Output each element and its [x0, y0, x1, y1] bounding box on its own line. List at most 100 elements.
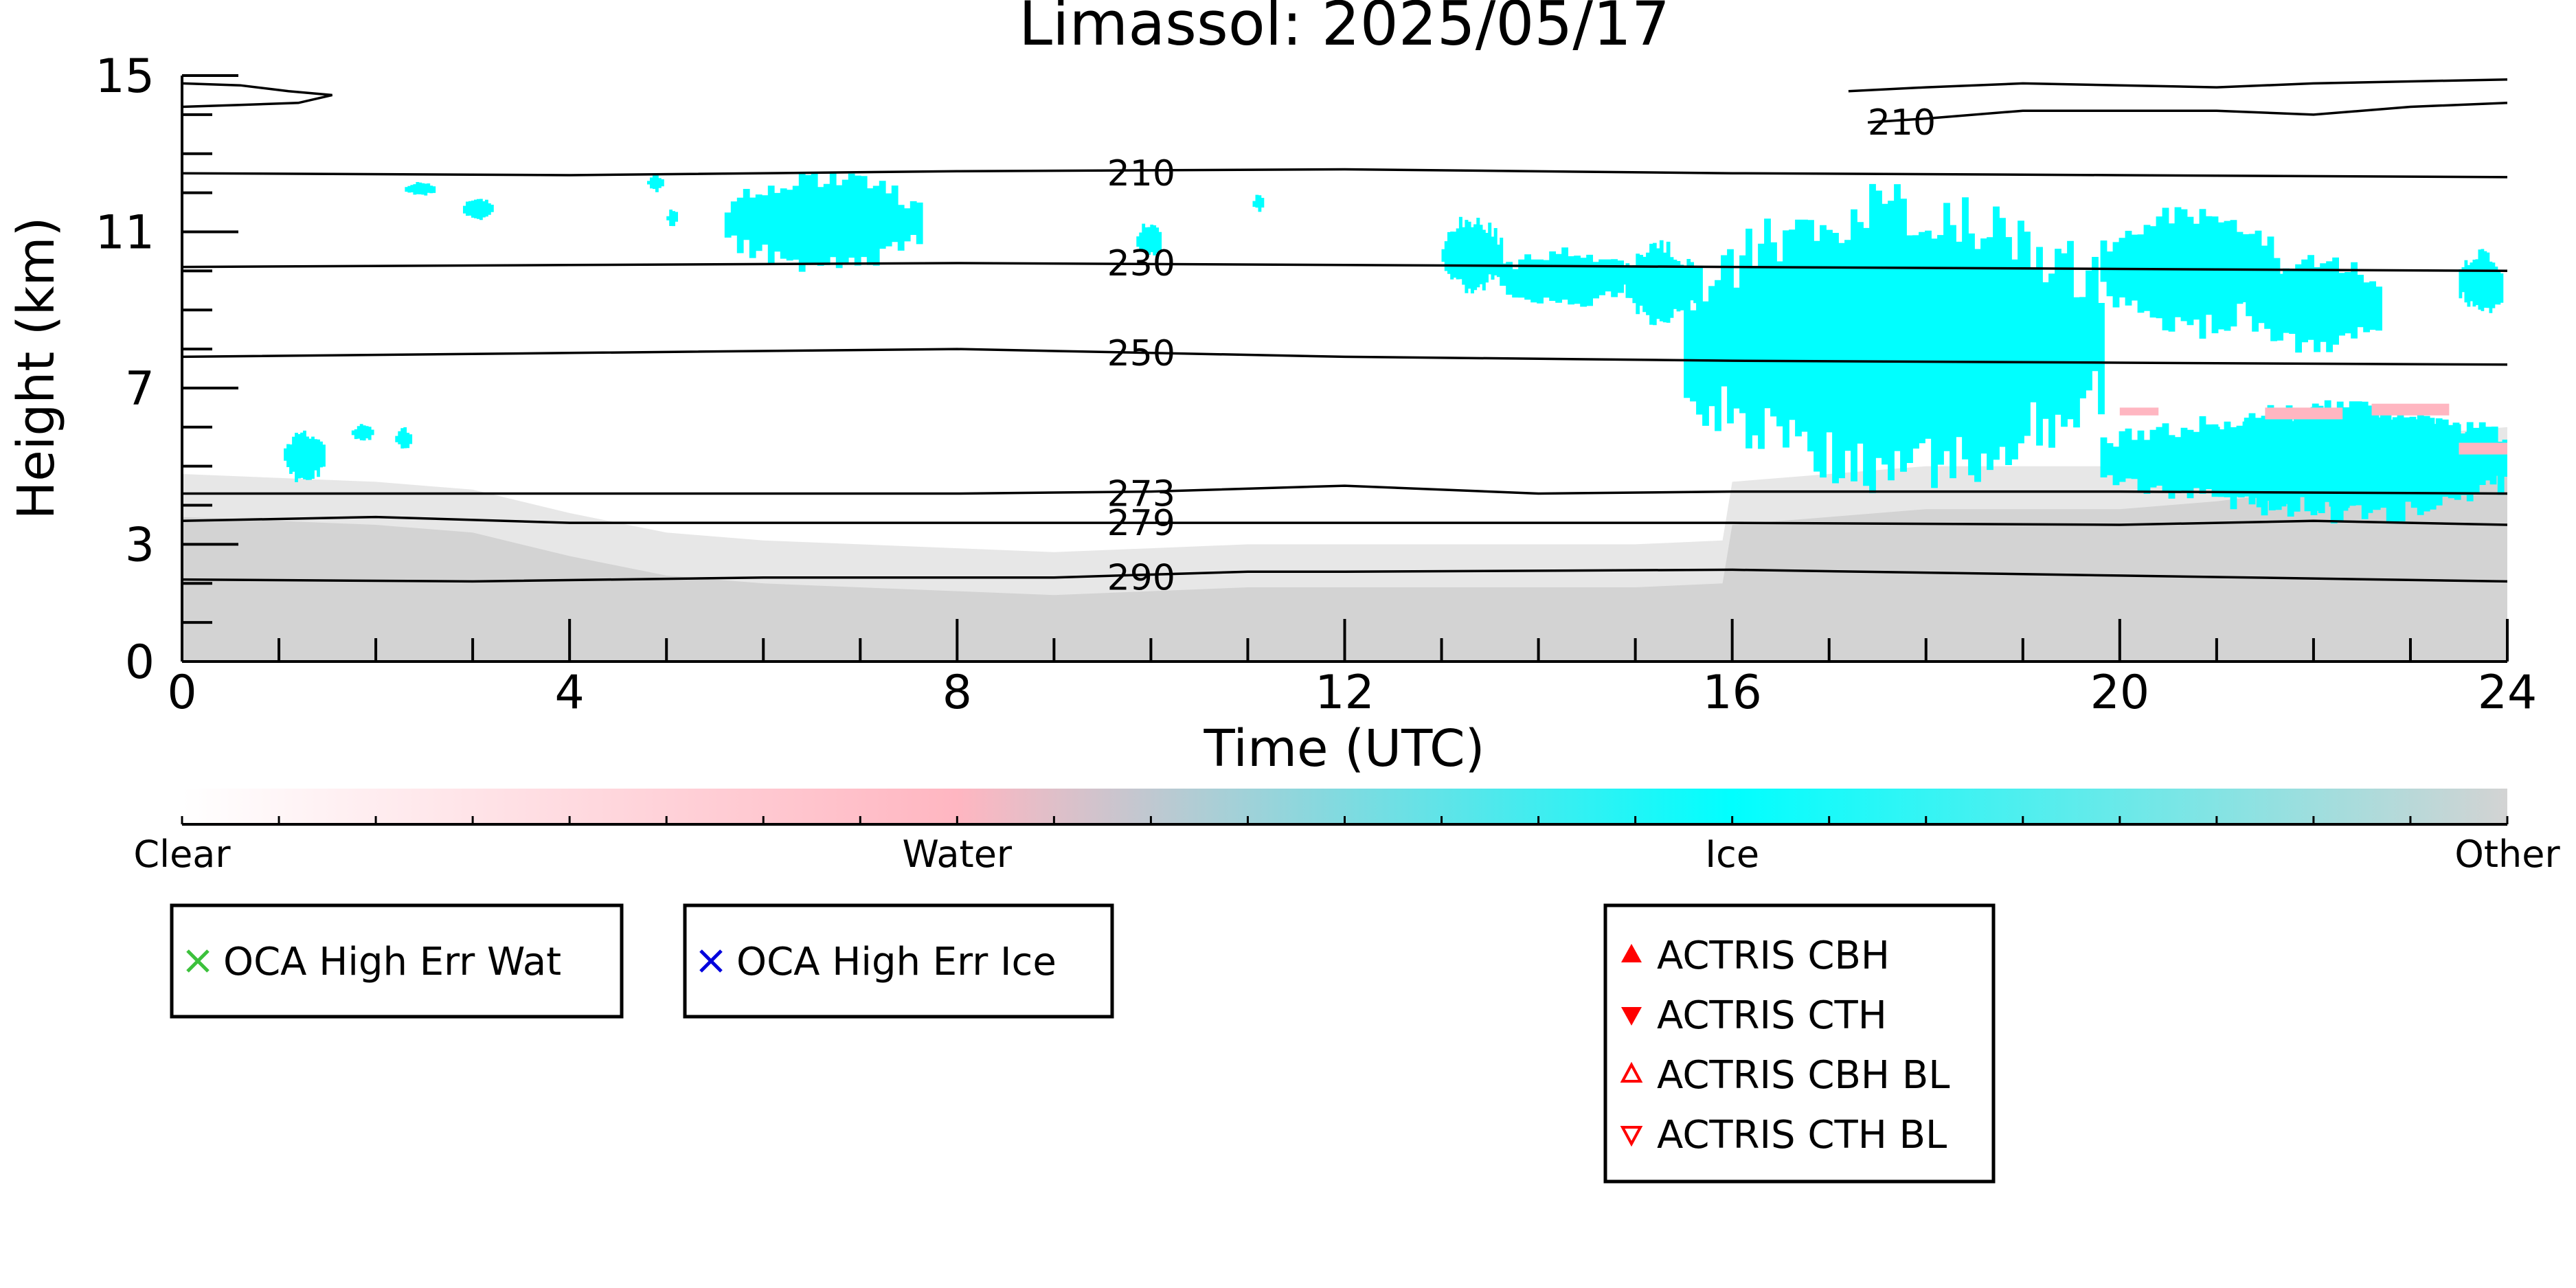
colorbar-label: Other	[2454, 833, 2560, 876]
chart-title: Limassol: 2025/05/17	[1019, 0, 1670, 59]
ice-cloud-streaks	[395, 427, 413, 449]
y-tick-label: 15	[95, 49, 155, 104]
ice-cloud-region	[2100, 207, 2281, 339]
ice-cloud-streaks	[1732, 338, 1794, 387]
other-layer	[182, 427, 2507, 662]
legend-marker-triangle-up	[1621, 944, 1642, 962]
colorbar-label: Water	[903, 833, 1013, 876]
water-patch	[2371, 403, 2450, 416]
legend-box: OCA High Err Wat	[170, 903, 624, 1019]
ice-cloud-region	[2459, 249, 2504, 313]
water-patch	[2459, 442, 2507, 455]
x-tick-label: 8	[942, 666, 972, 720]
contour-label: 210	[1868, 102, 1936, 144]
legend-marker-x	[699, 949, 723, 973]
ice-cloud-streaks	[724, 172, 923, 272]
ice-cloud-region	[724, 172, 923, 272]
ice-cloud-region	[405, 182, 436, 196]
colorbar-labels: Clear Water Ice Other	[133, 833, 2560, 876]
ice-cloud-streaks	[284, 430, 326, 482]
temperature-contour-230	[182, 262, 2507, 273]
ice-cloud-streaks	[2459, 249, 2504, 313]
contour-label: 290	[1107, 558, 1175, 599]
y-tick-label: 7	[125, 362, 155, 416]
ice-cloud-streaks	[647, 174, 664, 192]
axes: 0 4 8 12 16 20 24 0 3 7 11 15	[95, 49, 2537, 720]
contour-layer	[182, 78, 2507, 583]
ice-cloud-streaks	[1441, 216, 1504, 294]
ice-cloud-streaks	[666, 210, 678, 227]
ice-cloud-region	[666, 210, 678, 227]
ice-cloud-region	[1625, 240, 1697, 326]
water-patch	[2119, 407, 2159, 416]
y-axis-label: Height (km)	[7, 217, 66, 520]
ice-cloud-region	[284, 430, 326, 482]
x-tick-label: 4	[555, 666, 585, 720]
y-tick-label: 3	[125, 518, 155, 572]
ice-cloud-region	[647, 174, 664, 192]
x-axis-label: Time (UTC)	[1203, 719, 1484, 778]
contour-label: 210	[1107, 153, 1175, 194]
ice-cloud-streaks	[463, 199, 494, 221]
temperature-contour-290	[182, 568, 2507, 583]
x-tick-label: 12	[1315, 666, 1375, 720]
legend-marker-triangle-down-open	[1620, 1126, 1643, 1147]
colorbar-ticks	[181, 816, 2509, 824]
other-region	[182, 470, 2507, 662]
ice-cloud-streaks	[1625, 240, 1697, 326]
legends: OCA High Err Wat OCA High Err Ice ACTRIS C…	[170, 903, 1996, 1184]
legend-label: ACTRIS CTH	[1657, 993, 1887, 1038]
ice-cloud-region	[395, 427, 413, 449]
legend-label: ACTRIS CBH	[1657, 934, 1890, 978]
ice-cloud-region	[2246, 255, 2382, 353]
temperature-contour-210	[1867, 102, 2507, 124]
temperature-contour-279	[182, 515, 2507, 526]
ice-cloud-streaks	[1500, 247, 1630, 307]
ice-cloud-streaks	[2246, 255, 2382, 353]
legend-label: ACTRIS CBH BL	[1657, 1053, 1950, 1098]
x-tick-label: 0	[167, 666, 196, 720]
ice-layer	[284, 172, 2507, 523]
ice-cloud-streaks	[1252, 194, 1265, 212]
legend-marker-triangle-down	[1621, 1007, 1642, 1026]
water-patch	[2265, 407, 2343, 420]
ice-cloud-region	[1136, 223, 1162, 256]
ice-cloud-region	[463, 199, 494, 221]
contour-label: 230	[1107, 243, 1175, 284]
ice-cloud-region	[1441, 216, 1504, 294]
ice-cloud-streaks	[351, 424, 374, 441]
ice-cloud-streaks	[2100, 207, 2281, 339]
legend-marker-triangle-up-open	[1620, 1061, 1643, 1083]
colorbar-label: Clear	[133, 833, 231, 876]
ice-cloud-region	[1500, 247, 1630, 307]
colorbar-label: Ice	[1705, 833, 1759, 876]
ice-cloud-region	[1684, 183, 2105, 493]
ice-cloud-region	[1252, 194, 1265, 212]
temperature-contour-273	[182, 484, 2507, 495]
x-ticks: 0 4 8 12 16 20 24	[167, 619, 2537, 720]
water-layer	[2119, 403, 2507, 455]
temperature-contour-250	[182, 348, 2507, 366]
plot-area	[182, 78, 2507, 662]
legend-marker-x	[186, 949, 210, 973]
legend-label: ACTRIS CTH BL	[1657, 1113, 1947, 1157]
ice-cloud-region	[1732, 338, 1794, 387]
ice-cloud-region	[351, 424, 374, 441]
x-tick-label: 16	[1702, 666, 1762, 720]
ice-cloud-streaks	[405, 182, 436, 196]
x-tick-label: 24	[2478, 666, 2538, 720]
contour-label: 279	[1107, 503, 1175, 544]
y-ticks: 0 3 7 11 15	[95, 49, 238, 690]
legend-box: OCA High Err Ice	[683, 903, 1114, 1019]
legend-frame	[1603, 903, 1996, 1184]
y-tick-label: 11	[95, 205, 155, 260]
ice-cloud-streaks	[1684, 183, 2105, 493]
ice-cloud-streaks	[1136, 223, 1162, 256]
contour-label: 273	[1107, 473, 1175, 515]
legend-box: ACTRIS CBH ACTRIS CTH ACTRIS CBH BL ACTRIS …	[1603, 903, 1996, 1184]
legend-label: OCA High Err Wat	[223, 940, 561, 984]
legend-label: OCA High Err Ice	[736, 940, 1057, 984]
temperature-contour-210	[182, 168, 2507, 179]
